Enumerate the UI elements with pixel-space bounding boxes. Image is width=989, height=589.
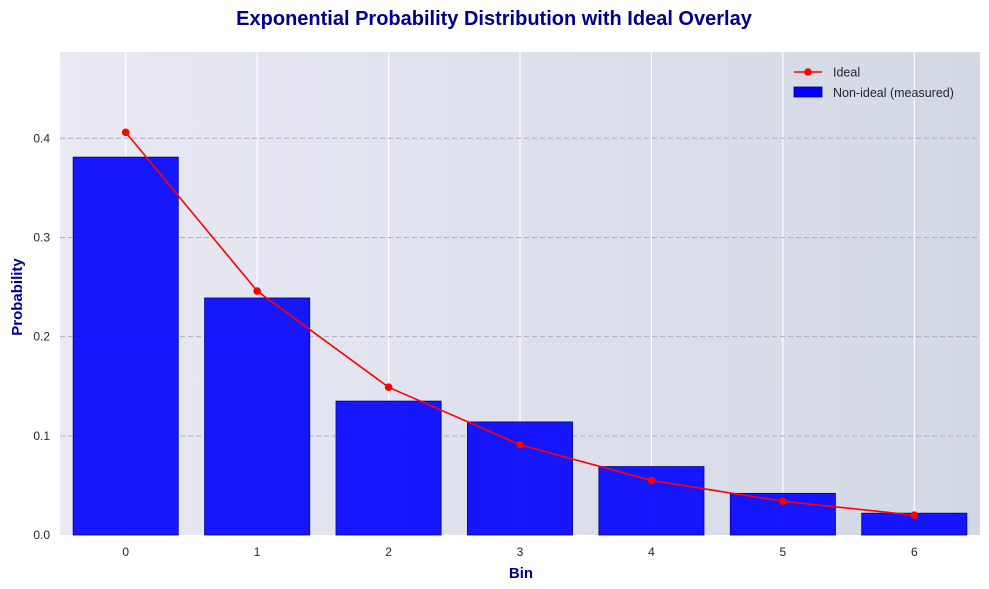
legend-label-non-ideal: Non-ideal (measured) bbox=[833, 86, 954, 100]
bars bbox=[72, 156, 968, 536]
x-tick-label: 4 bbox=[648, 545, 655, 559]
bar-2 bbox=[335, 400, 442, 536]
x-tick-label: 2 bbox=[385, 545, 392, 559]
ideal-point-2 bbox=[384, 383, 393, 392]
ideal-point-4 bbox=[647, 476, 656, 485]
legend-label-ideal: Ideal bbox=[833, 66, 860, 80]
y-tick-label: 0.4 bbox=[33, 131, 50, 145]
legend: Ideal Non-ideal (measured) bbox=[793, 66, 954, 100]
x-tick-label: 3 bbox=[517, 545, 524, 559]
bar-0 bbox=[72, 156, 179, 536]
y-axis-ticks: 0.0 0.1 0.2 0.3 0.4 bbox=[33, 131, 50, 542]
bar-3 bbox=[467, 421, 573, 536]
bar-1 bbox=[204, 297, 311, 536]
x-tick-label: 1 bbox=[254, 545, 261, 559]
x-tick-label: 0 bbox=[122, 545, 129, 559]
y-tick-label: 0.1 bbox=[33, 429, 50, 443]
x-axis-ticks: 0 1 2 3 4 5 6 bbox=[122, 545, 918, 559]
y-tick-label: 0.0 bbox=[33, 528, 50, 542]
x-tick-label: 6 bbox=[911, 545, 918, 559]
y-tick-label: 0.2 bbox=[33, 330, 50, 344]
ideal-point-0 bbox=[121, 128, 130, 137]
ideal-line-series bbox=[121, 128, 919, 519]
ideal-point-1 bbox=[253, 287, 261, 295]
ideal-point-6 bbox=[910, 511, 919, 519]
legend-swatch-non-ideal bbox=[793, 86, 823, 98]
legend-marker-ideal bbox=[804, 68, 812, 76]
y-tick-label: 0.3 bbox=[33, 230, 50, 244]
y-axis-label: Probability bbox=[9, 258, 26, 336]
ideal-point-3 bbox=[516, 440, 524, 449]
ideal-point-5 bbox=[779, 497, 787, 506]
chart-title: Exponential Probability Distribution wit… bbox=[236, 8, 753, 30]
x-tick-label: 5 bbox=[780, 545, 787, 559]
x-axis-label: Bin bbox=[509, 565, 533, 582]
